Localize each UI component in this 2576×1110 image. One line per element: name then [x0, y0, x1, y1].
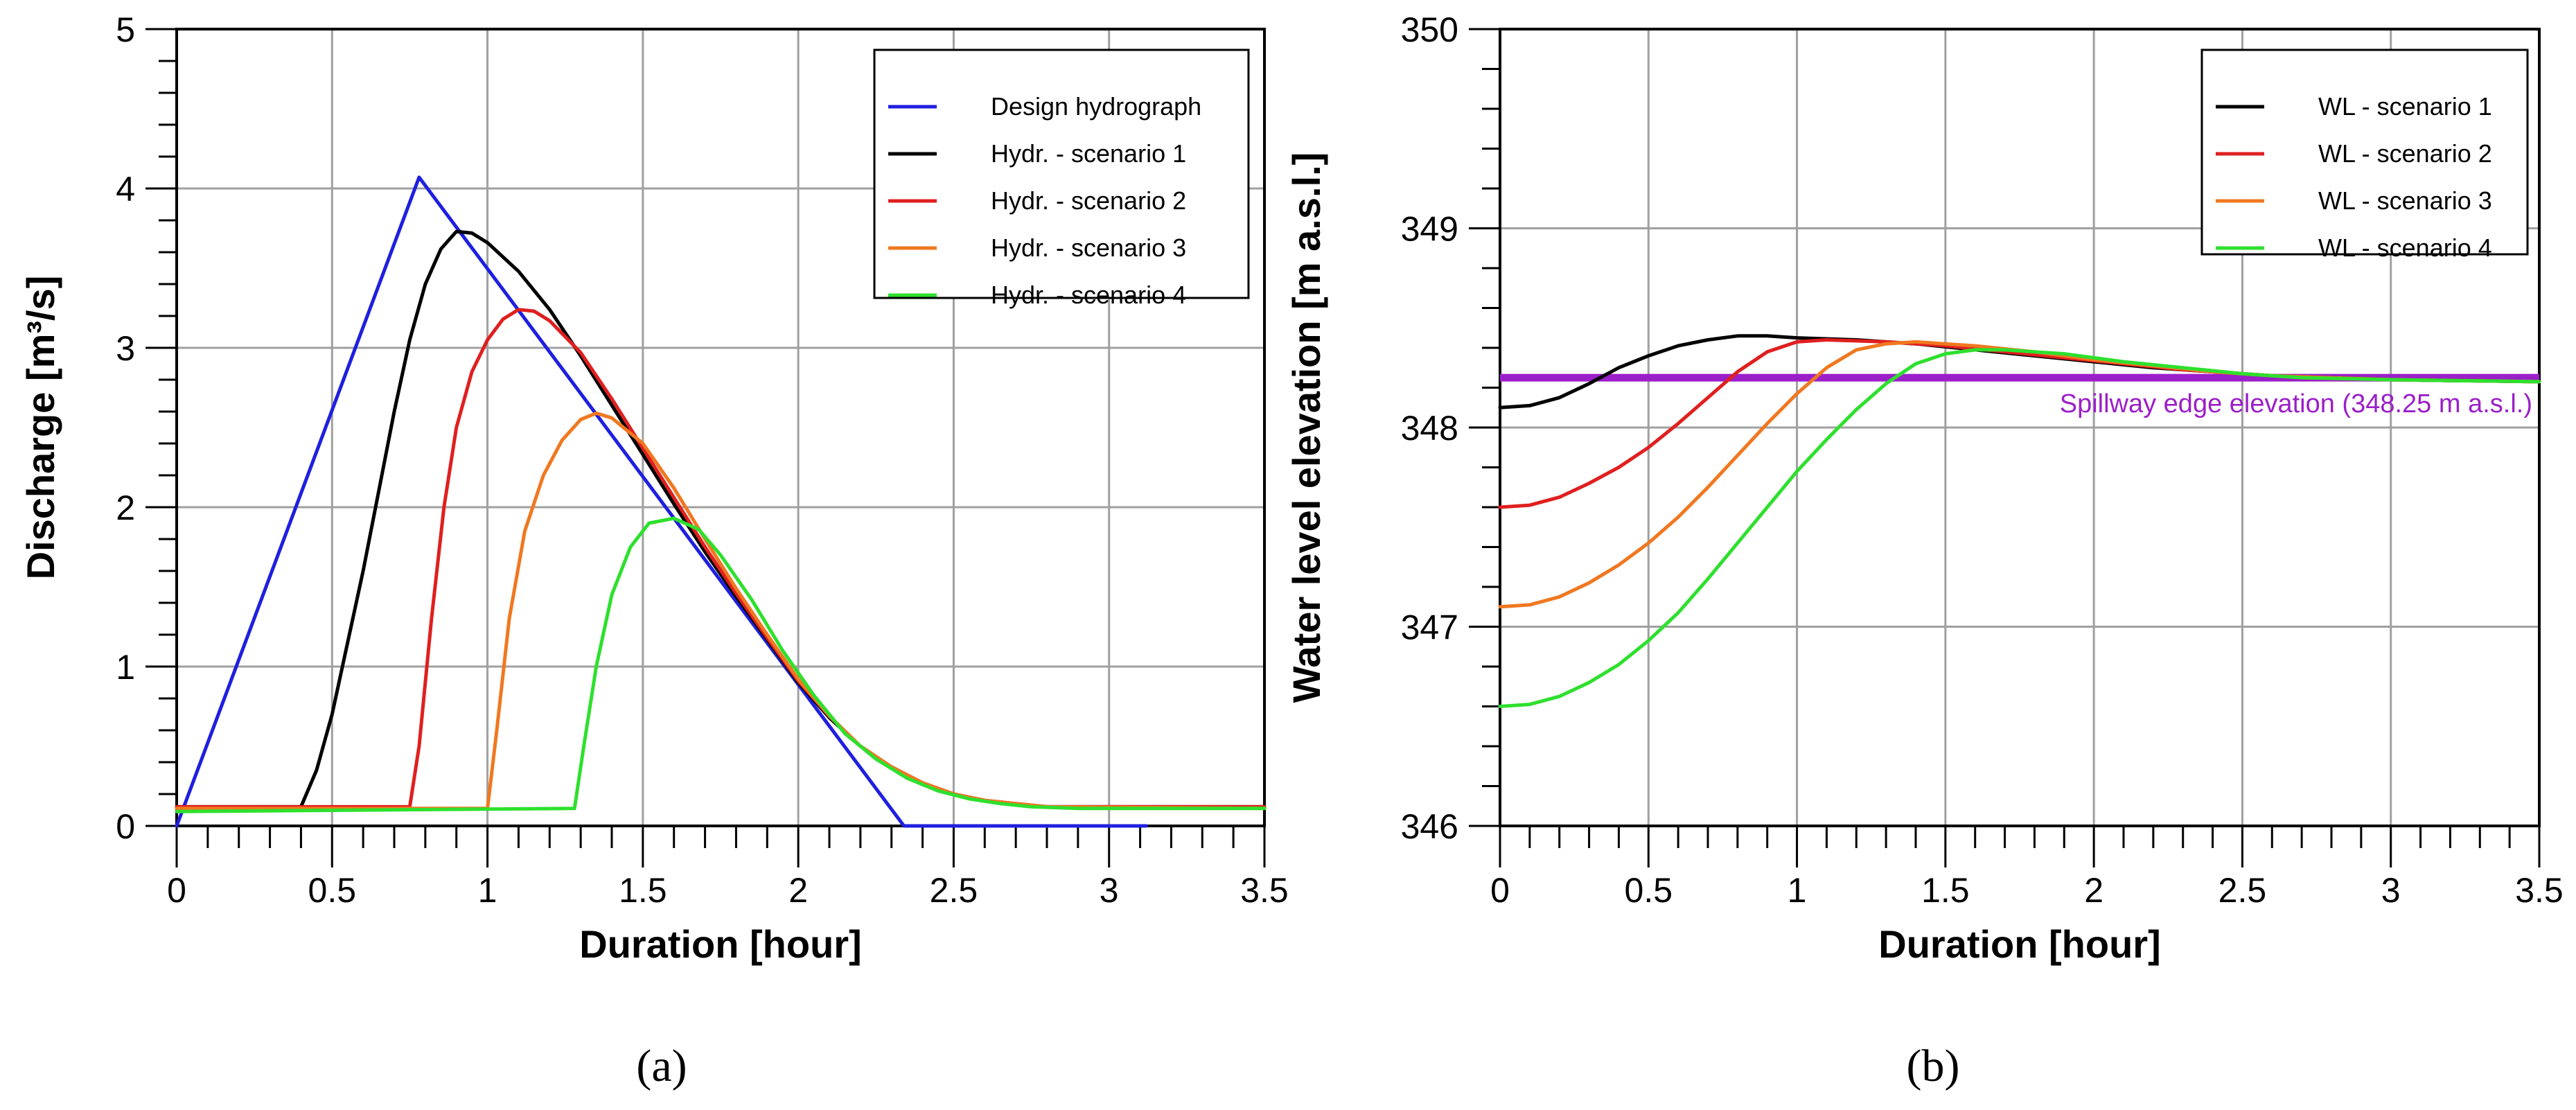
y-tick-label: 348: [1401, 409, 1458, 448]
y-tick-label: 3: [116, 329, 135, 368]
y-tick-label: 349: [1401, 210, 1458, 249]
y-tick-label: 2: [116, 488, 135, 527]
x-tick-label: 0.5: [1625, 871, 1673, 910]
legend-label: Hydr. - scenario 2: [991, 186, 1186, 215]
series-line-2: [175, 229, 1267, 809]
x-tick-label: 1: [1788, 871, 1807, 910]
x-tick-label: 2: [788, 871, 808, 910]
y-tick-label: 5: [116, 10, 135, 49]
legend-label: Hydr. - scenario 3: [991, 234, 1186, 262]
series-line-4: [175, 411, 1267, 811]
series-line-3: [1498, 340, 2541, 609]
y-tick-label: 350: [1401, 10, 1458, 49]
series-line-2: [1498, 338, 2541, 509]
legend-label: WL - scenario 2: [2318, 139, 2492, 168]
x-tick-label: 3.5: [1240, 871, 1289, 910]
legend-label: Design hydrograph: [991, 92, 1201, 121]
x-tick-label: 2: [2084, 871, 2103, 910]
legend-label: Hydr. - scenario 1: [991, 139, 1186, 168]
plot-frame: [175, 28, 1266, 827]
x-axis-label: Duration [hour]: [579, 922, 861, 966]
plot-frame: [1499, 28, 2541, 827]
legend-label: Hydr. - scenario 4: [991, 281, 1186, 309]
series-line-3: [175, 308, 1267, 809]
x-tick-label: 3.5: [2515, 871, 2564, 910]
series-line-1: [175, 175, 1148, 828]
y-axis-label: Discharge [m³/s]: [19, 276, 62, 580]
chart-panel-b: 0 0.5 1 1.5 2 2.5 3 3.5 346 347 348 349 350 Spillway …: [1285, 10, 2564, 1091]
legend-label: WL - scenario 4: [2318, 234, 2492, 262]
x-tick-label: 2.5: [2218, 871, 2267, 910]
x-tick-label: 3: [1100, 871, 1119, 910]
x-axis-label: Duration [hour]: [1878, 922, 2160, 966]
chart-panel-a: 0 0.5 1 1.5 2 2.5 3 3.5 0 1 2 3 4 5 Design hydrograph H…: [19, 10, 1289, 1091]
series-line-5: [175, 516, 1267, 813]
y-tick-label: 347: [1401, 608, 1458, 647]
x-tick-label: 0: [1490, 871, 1510, 910]
y-tick-label: 1: [116, 648, 135, 687]
x-tick-label: 1.5: [619, 871, 667, 910]
panel-caption: (b): [1907, 1041, 1960, 1091]
legend-label: WL - scenario 1: [2318, 92, 2492, 121]
legend-box: [2200, 49, 2529, 256]
x-tick-label: 2.5: [930, 871, 978, 910]
y-tick-label: 4: [116, 170, 135, 209]
x-tick-label: 3: [2381, 871, 2401, 910]
x-tick-label: 1.5: [1921, 871, 1970, 910]
x-tick-label: 0.5: [308, 871, 357, 910]
y-tick-label: 346: [1401, 807, 1458, 846]
y-tick-label: 0: [116, 807, 135, 846]
y-axis-label: Water level elevation [m a.s.l.]: [1285, 152, 1328, 703]
x-tick-label: 0: [167, 871, 186, 910]
x-tick-label: 1: [478, 871, 497, 910]
series-line-4: [1498, 348, 2541, 708]
panel-caption: (a): [636, 1041, 687, 1091]
legend-label: WL - scenario 3: [2318, 186, 2492, 215]
spillway-label: Spillway edge elevation (348.25 m a.s.l.…: [2060, 389, 2532, 419]
legend-box: [873, 49, 1250, 299]
